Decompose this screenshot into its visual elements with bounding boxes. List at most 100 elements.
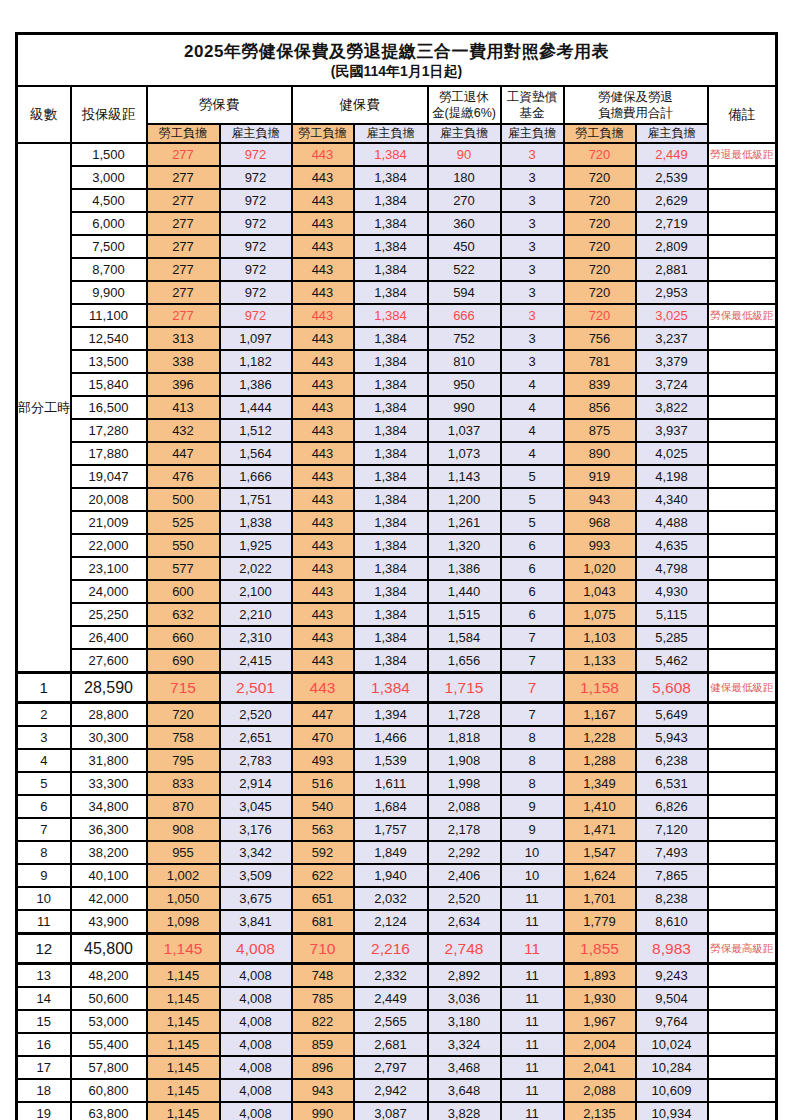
cell-li-employer: 1,838 [220,511,292,534]
cell-li-employer: 4,008 [220,1033,292,1056]
cell-total-employee: 756 [564,327,636,350]
cell-pension-employer: 1,261 [428,511,501,534]
cell-total-employer: 8,983 [636,934,708,964]
cell-li-employee: 277 [147,235,220,258]
table-title: 2025年勞健保保費及勞退提繳三合一費用對照參考用表 (民國114年1月1日起) [17,34,777,87]
cell-bracket: 48,200 [71,964,147,988]
cell-total-employer: 5,285 [636,626,708,649]
cell-hi-employer: 1,757 [354,818,428,841]
cell-li-employer: 1,564 [220,442,292,465]
cell-total-employer: 10,284 [636,1056,708,1079]
cell-total-employer: 4,198 [636,465,708,488]
cell-hi-employee: 563 [292,818,354,841]
cell-total-employee: 1,228 [564,726,636,749]
cell-total-employee: 993 [564,534,636,557]
cell-li-employee: 396 [147,373,220,396]
cell-remark [708,465,777,488]
cell-pension-employer: 2,748 [428,934,501,964]
cell-total-employee: 720 [564,235,636,258]
table-row: 1042,0001,0503,6756512,0322,520111,7018,… [17,887,777,910]
cell-hi-employee: 443 [292,673,354,703]
cell-total-employer: 9,504 [636,987,708,1010]
table-row: 6,0002779724431,38436037202,719 [17,212,777,235]
cell-level: 18 [17,1079,71,1102]
cell-li-employee: 277 [147,189,220,212]
cell-total-employee: 1,133 [564,649,636,673]
cell-wage-fund-employer: 11 [501,934,564,964]
cell-li-employee: 1,145 [147,934,220,964]
cell-total-employer: 8,610 [636,910,708,934]
cell-hi-employee: 443 [292,626,354,649]
total-header-line1: 勞健保及勞退 [565,89,707,105]
cell-bracket: 60,800 [71,1079,147,1102]
cell-total-employee: 720 [564,212,636,235]
cell-wage-fund-employer: 6 [501,534,564,557]
cell-bracket: 27,600 [71,649,147,673]
cell-bracket: 42,000 [71,887,147,910]
cell-total-employee: 1,855 [564,934,636,964]
cell-level: 14 [17,987,71,1010]
cell-total-employee: 2,088 [564,1079,636,1102]
cell-li-employee: 550 [147,534,220,557]
cell-hi-employer: 3,087 [354,1102,428,1120]
cell-li-employer: 2,914 [220,772,292,795]
cell-remark [708,580,777,603]
cell-pension-employer: 1,200 [428,488,501,511]
cell-remark [708,1033,777,1056]
cell-hi-employer: 2,681 [354,1033,428,1056]
cell-hi-employer: 1,684 [354,795,428,818]
cell-wage-fund-employer: 9 [501,795,564,818]
cell-total-employer: 4,798 [636,557,708,580]
part-time-cell: 部分工時 [17,143,71,673]
cell-hi-employer: 1,384 [354,419,428,442]
table-row: 1757,8001,1454,0088962,7973,468112,04110… [17,1056,777,1079]
cell-hi-employer: 1,384 [354,626,428,649]
cell-hi-employer: 1,384 [354,396,428,419]
table-row: 19,0474761,6664431,3841,14359194,198 [17,465,777,488]
cell-total-employer: 2,953 [636,281,708,304]
cell-li-employee: 1,145 [147,1010,220,1033]
cell-total-employer: 2,881 [636,258,708,281]
cell-total-employee: 1,471 [564,818,636,841]
page: 2025年勞健保保費及勞退提繳三合一費用對照參考用表 (民國114年1月1日起)… [0,0,791,1120]
cell-hi-employer: 1,384 [354,212,428,235]
cell-li-employer: 4,008 [220,1010,292,1033]
cell-total-employer: 4,025 [636,442,708,465]
cell-total-employer: 4,930 [636,580,708,603]
cell-hi-employer: 1,384 [354,557,428,580]
cell-li-employer: 2,310 [220,626,292,649]
table-row: 9,9002779724431,38459437202,953 [17,281,777,304]
cell-hi-employer: 1,849 [354,841,428,864]
cell-total-employer: 3,237 [636,327,708,350]
cell-li-employee: 1,145 [147,1056,220,1079]
cell-bracket: 7,500 [71,235,147,258]
cell-wage-fund-employer: 8 [501,772,564,795]
cell-total-employee: 856 [564,396,636,419]
cell-li-employee: 690 [147,649,220,673]
cell-total-employer: 10,024 [636,1033,708,1056]
cell-total-employee: 1,779 [564,910,636,934]
cell-hi-employer: 1,466 [354,726,428,749]
cell-bracket: 57,800 [71,1056,147,1079]
fee-table: 2025年勞健保保費及勞退提繳三合一費用對照參考用表 (民國114年1月1日起)… [15,32,778,1120]
cell-wage-fund-employer: 5 [501,488,564,511]
cell-wage-fund-employer: 7 [501,626,564,649]
table-row: 4,5002779724431,38427037202,629 [17,189,777,212]
cell-hi-employer: 2,797 [354,1056,428,1079]
cell-level: 7 [17,818,71,841]
cell-bracket: 43,900 [71,910,147,934]
table-row: 228,8007202,5204471,3941,72871,1675,649 [17,703,777,727]
cell-wage-fund-employer: 3 [501,327,564,350]
cell-hi-employee: 748 [292,964,354,988]
cell-hi-employer: 1,394 [354,703,428,727]
cell-remark [708,703,777,727]
cell-li-employee: 338 [147,350,220,373]
cell-remark: 勞保最高級距 [708,934,777,964]
table-row: 8,7002779724431,38452237202,881 [17,258,777,281]
table-row: 7,5002779724431,38445037202,809 [17,235,777,258]
cell-li-employer: 4,008 [220,1102,292,1120]
cell-hi-employee: 443 [292,603,354,626]
cell-bracket: 30,300 [71,726,147,749]
cell-wage-fund-employer: 4 [501,442,564,465]
cell-total-employer: 5,115 [636,603,708,626]
